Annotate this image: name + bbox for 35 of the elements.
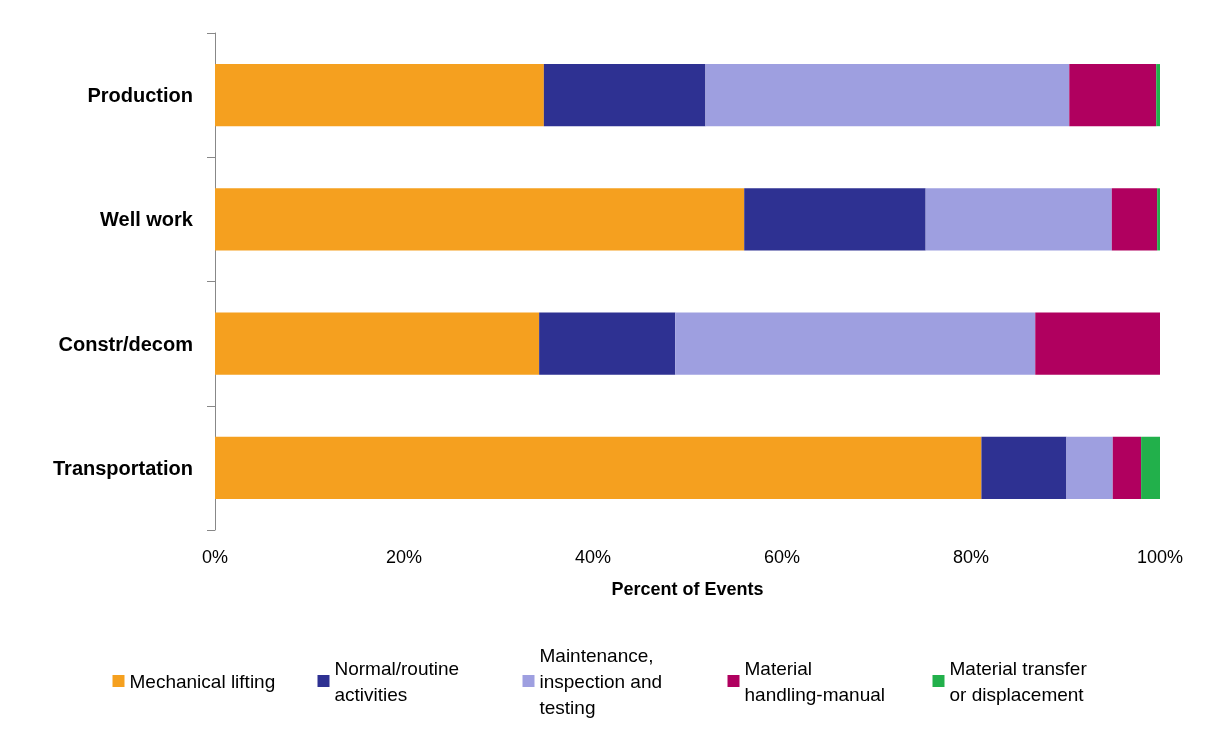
bar	[215, 436, 982, 499]
bar	[925, 188, 1112, 251]
bar	[1066, 436, 1113, 499]
legend-label: Material transfer or displacement	[949, 657, 1093, 705]
y-tick-label: Transportation	[52, 456, 193, 479]
x-tick-label: 100%	[1136, 547, 1184, 567]
bar	[215, 64, 544, 127]
bar	[215, 312, 540, 375]
legend-label: Material handling-manual	[744, 657, 885, 705]
bar	[981, 436, 1067, 499]
bar	[539, 312, 676, 375]
bar	[543, 64, 706, 127]
bar	[705, 64, 1070, 127]
bar	[1112, 436, 1142, 499]
bar	[675, 312, 1036, 375]
bar	[744, 188, 926, 251]
x-axis-title: Percent of Events	[611, 579, 764, 599]
x-tick-label: 60%	[763, 547, 801, 567]
y-tick-label: Production	[87, 84, 193, 107]
x-tick-label: 80%	[952, 547, 990, 567]
x-tick-label: 20%	[385, 547, 423, 567]
bar	[1035, 312, 1160, 375]
bar	[1069, 64, 1157, 127]
x-tick-label: 0%	[201, 547, 229, 567]
x-tick-label: 40%	[574, 547, 612, 567]
legend-label: Maintenance, inspection and testing	[539, 644, 668, 718]
bar	[1111, 188, 1158, 251]
y-tick-label: Well work	[100, 208, 194, 231]
legend-label: Normal/routine activities	[334, 657, 465, 705]
y-tick-label: Constr/decom	[58, 332, 193, 355]
bar	[1156, 64, 1160, 127]
bar	[215, 188, 745, 251]
legend-label: Mechanical lifting	[129, 670, 276, 692]
bar	[1141, 436, 1160, 499]
bar	[1157, 188, 1160, 251]
